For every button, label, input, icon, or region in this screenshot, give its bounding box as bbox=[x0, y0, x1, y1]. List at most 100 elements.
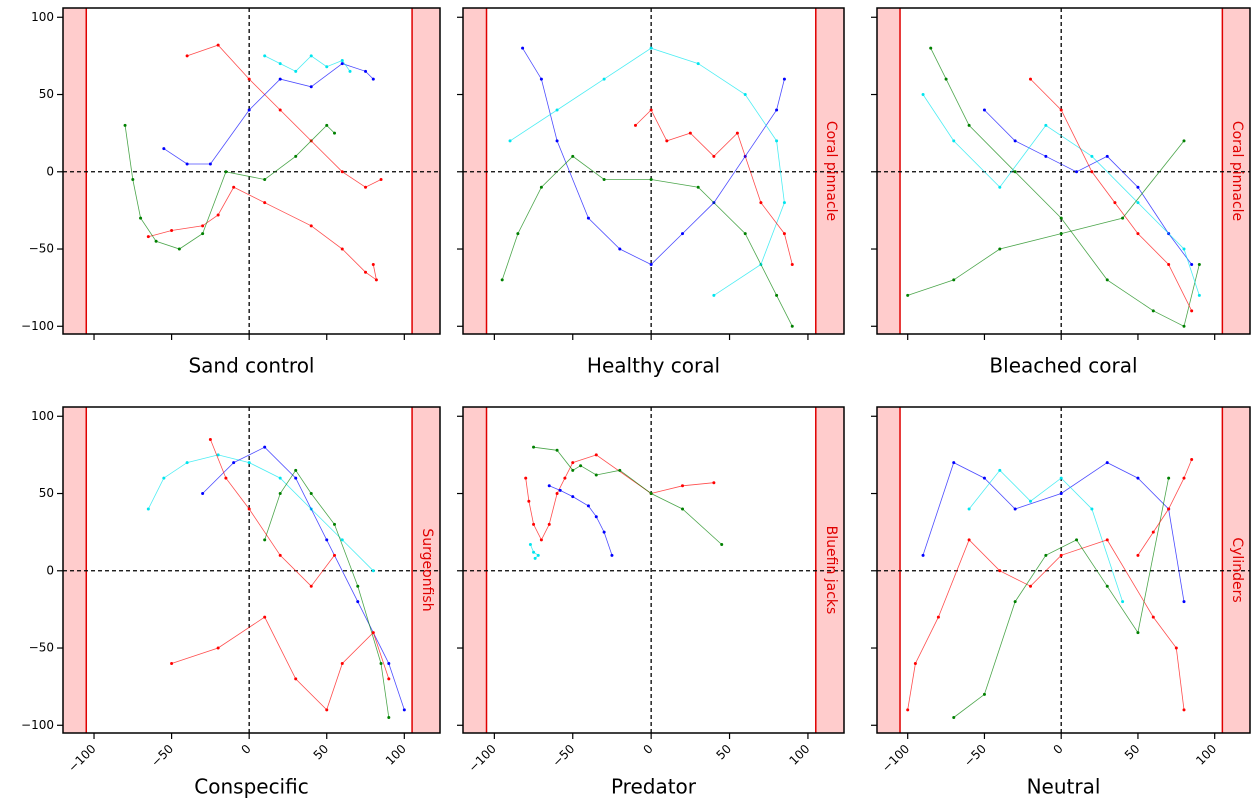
y-tick-label: −50 bbox=[29, 242, 54, 256]
track-point bbox=[533, 556, 537, 560]
track-point bbox=[1151, 530, 1155, 534]
track-point bbox=[294, 468, 298, 472]
track-point bbox=[602, 177, 606, 181]
track-point bbox=[681, 507, 685, 511]
trajectory bbox=[148, 186, 377, 281]
track-point bbox=[1028, 584, 1032, 588]
y-tick-label: −100 bbox=[21, 718, 54, 732]
plot-frame bbox=[462, 406, 845, 734]
track-point bbox=[743, 93, 747, 97]
trajectory bbox=[530, 544, 539, 559]
track-point bbox=[532, 522, 536, 526]
track-point bbox=[1059, 216, 1063, 220]
track-point bbox=[224, 170, 228, 174]
track-point bbox=[1182, 708, 1186, 712]
trajectory bbox=[1137, 459, 1193, 556]
panel-title: Neutral bbox=[1027, 775, 1101, 799]
track-point bbox=[633, 123, 637, 127]
plot-frame bbox=[876, 7, 1251, 335]
track-point bbox=[952, 461, 956, 465]
track-point bbox=[921, 553, 925, 557]
track-point bbox=[775, 108, 779, 112]
track-point bbox=[162, 476, 166, 480]
track-point bbox=[1059, 476, 1063, 480]
track-point bbox=[387, 661, 391, 665]
track-point bbox=[508, 139, 512, 143]
track-point bbox=[1182, 600, 1186, 604]
track-point bbox=[929, 46, 933, 50]
track-point bbox=[500, 278, 504, 282]
y-tick-label: 50 bbox=[39, 87, 54, 101]
track-point bbox=[571, 461, 575, 465]
track-point bbox=[131, 177, 135, 181]
side-label: Surgeonfish bbox=[419, 528, 435, 611]
x-tick-label: 100 bbox=[786, 742, 812, 768]
track-point bbox=[1028, 499, 1032, 503]
track-point bbox=[998, 185, 1002, 189]
trajectory bbox=[501, 155, 793, 327]
x-tick-label: 0 bbox=[1050, 742, 1065, 757]
track-point bbox=[1105, 154, 1109, 158]
track-point bbox=[371, 262, 375, 266]
track-point bbox=[906, 293, 910, 297]
track-point bbox=[1013, 507, 1017, 511]
track-point bbox=[790, 262, 794, 266]
x-tick-label: 50 bbox=[713, 742, 734, 763]
track-point bbox=[944, 77, 948, 81]
track-point bbox=[532, 550, 536, 554]
shaded-region bbox=[463, 8, 487, 334]
track-point bbox=[906, 708, 910, 712]
side-label: Coral pinnacle bbox=[823, 121, 839, 221]
x-tick-label: 0 bbox=[238, 742, 253, 757]
track-point bbox=[263, 445, 267, 449]
x-tick-label: −50 bbox=[148, 742, 176, 770]
track-point bbox=[1075, 538, 1079, 542]
track-point bbox=[1013, 600, 1017, 604]
panel: −100 −50 0 50 100 100 50 0 −50 −100 Surgeonfish Con… bbox=[21, 406, 441, 799]
track-point bbox=[555, 139, 559, 143]
track-point bbox=[952, 139, 956, 143]
track-point bbox=[379, 661, 383, 665]
track-point bbox=[325, 65, 329, 69]
panel-title: Bleached coral bbox=[989, 354, 1137, 378]
panel: Coral pinnacle Healthy coral bbox=[457, 7, 845, 378]
track-point bbox=[278, 476, 282, 480]
track-point bbox=[1105, 584, 1109, 588]
track-point bbox=[364, 69, 368, 73]
track-point bbox=[1197, 262, 1201, 266]
track-point bbox=[1190, 309, 1194, 313]
track-point bbox=[356, 600, 360, 604]
track-point bbox=[1090, 154, 1094, 158]
track-point bbox=[696, 185, 700, 189]
track-point bbox=[998, 569, 1002, 573]
x-tick-label: −50 bbox=[550, 742, 578, 770]
track-point bbox=[547, 522, 551, 526]
trajectory bbox=[930, 48, 1200, 327]
shaded-region bbox=[412, 8, 440, 334]
track-point bbox=[586, 504, 590, 508]
side-label: Coral pinnacle bbox=[1229, 121, 1245, 221]
panel-title: Healthy coral bbox=[587, 354, 720, 378]
x-tick-label: −100 bbox=[65, 742, 98, 775]
track-point bbox=[201, 492, 205, 496]
track-point bbox=[379, 177, 383, 181]
panel-title: Predator bbox=[611, 775, 697, 799]
track-point bbox=[602, 530, 606, 534]
track-point bbox=[340, 170, 344, 174]
track-point bbox=[263, 538, 267, 542]
track-point bbox=[294, 154, 298, 158]
track-point bbox=[967, 507, 971, 511]
track-point bbox=[586, 216, 590, 220]
track-point bbox=[216, 453, 220, 457]
track-point bbox=[1151, 615, 1155, 619]
track-point bbox=[1136, 631, 1140, 635]
trajectory bbox=[509, 47, 785, 296]
track-point bbox=[571, 495, 575, 499]
track-point bbox=[936, 615, 940, 619]
track-point bbox=[170, 228, 174, 232]
plot-frame bbox=[876, 406, 1251, 734]
track-point bbox=[1151, 309, 1155, 313]
track-point bbox=[649, 492, 653, 496]
track-point bbox=[263, 54, 267, 58]
track-point bbox=[782, 232, 786, 236]
